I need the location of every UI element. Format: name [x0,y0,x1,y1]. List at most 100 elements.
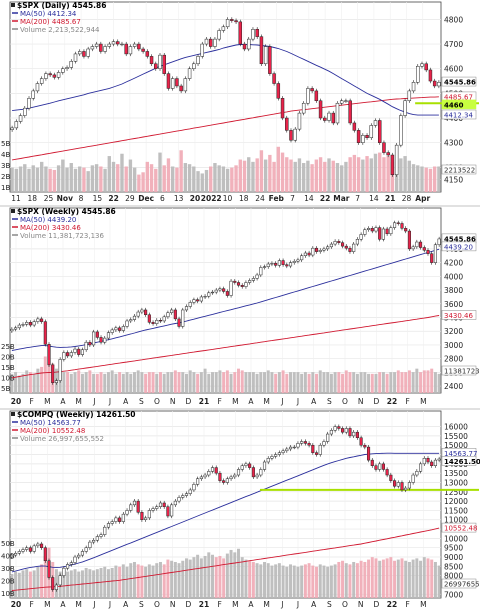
volume-bar [255,373,259,393]
volume-bar [218,555,222,598]
x-tick-label: F [218,600,222,609]
candle-body [288,262,293,267]
price-label-box [441,456,477,466]
candle-body [181,309,185,327]
candle-body [306,88,310,104]
volume-bar [129,563,133,598]
x-tick-label: N [358,600,364,609]
volume-bar [415,368,419,393]
volume-bar [333,564,337,598]
candle-body [218,472,222,481]
volume-bar [187,164,192,192]
volume-bar [88,370,92,393]
candle-body [73,53,78,62]
volume-bar [285,373,289,393]
volume-bar [296,566,300,598]
candle-body [166,506,170,517]
volume-bar [211,554,214,598]
candle-body [274,454,278,457]
x-tick-label: 14 [304,194,314,203]
candle-body [396,482,400,487]
x-tick-label: S [327,600,332,609]
volume-bar [311,372,315,393]
volume-bar [200,173,204,192]
volume-bar [21,570,25,598]
volume-bar [300,373,304,393]
candle-body [288,446,293,450]
candle-body [303,441,307,444]
candle-body [196,56,200,65]
candle-body [208,38,213,47]
candle-body [80,349,85,355]
volume-bar [217,165,221,192]
candle-body [407,230,411,250]
volume-bar [27,168,31,192]
volume-bar [65,167,69,192]
volume-bar [69,373,73,393]
candle-body [329,243,333,248]
volume-bar [289,564,293,598]
candle-body [366,446,371,461]
volume-bar [62,572,66,598]
x-tick-label: M [263,397,269,406]
volume-bar [396,559,400,598]
volume-bar [175,167,179,192]
volume-bar [344,563,348,598]
volume-bar [118,372,122,393]
candle-body [428,69,433,82]
volume-bar [301,163,306,192]
x-tick-label: Feb [269,194,285,203]
candle-body [43,321,47,345]
candle-body [99,43,103,52]
x-tick-label: A [311,397,317,406]
candle-body [14,327,18,330]
candle-body [314,452,319,455]
volume-tick-label: 15B [1,364,15,372]
y-tick-label: 15000 [444,441,468,450]
volume-bar [266,563,270,598]
candle-body [300,255,304,261]
price-label: 4439.20 [444,243,473,251]
legend-entry: MA(50) 14563.77 [20,419,81,427]
volume-bar [407,160,411,192]
volume-tick-label: 30B [1,565,15,573]
candle-body [103,46,107,52]
volume-bar [237,368,240,393]
candle-body [270,263,274,265]
volume-tick-label: 25B [1,343,15,351]
candle-body [192,299,196,303]
x-tick-label: O [154,397,160,406]
volume-bar [341,373,345,393]
candle-body [268,46,272,74]
volume-bar [293,161,297,192]
candle-body [40,543,44,548]
candle-body [137,43,141,50]
candle-body [326,433,330,442]
volume-bar [381,372,385,393]
candle-body [352,122,357,131]
candle-body [65,67,69,69]
candle-body [411,82,416,92]
volume-bar [248,560,252,598]
volume-bar [92,373,96,393]
x-tick-label: 22 [387,600,397,609]
volume-bar [120,153,124,192]
volume-bar [348,564,352,598]
candle-body [94,43,99,47]
candle-body [106,332,111,339]
volume-bar [378,152,382,192]
candle-body [262,461,267,470]
candle-body [31,90,35,99]
volume-bar [203,555,207,598]
volume-bar [166,158,171,192]
candle-body [179,85,183,92]
candle-body [162,54,166,74]
volume-bar [255,158,259,192]
volume-bar [214,557,218,598]
candle-body [110,521,114,524]
candle-body [203,474,207,478]
volume-bar [221,166,226,192]
candle-body [281,260,285,265]
candle-body [48,73,52,76]
